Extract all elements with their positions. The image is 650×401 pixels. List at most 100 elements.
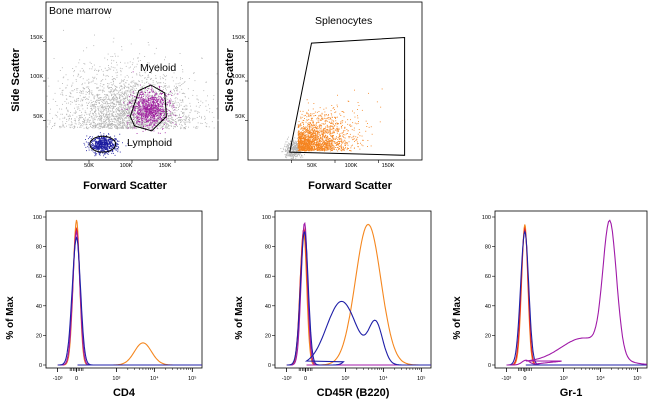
event-dot (115, 126, 117, 128)
event-dot (116, 101, 118, 102)
event-dot (104, 96, 106, 98)
event-dot (135, 97, 137, 98)
event-dot (124, 93, 126, 94)
event-dot (135, 118, 137, 120)
event-dot (164, 111, 165, 113)
event-dot (92, 125, 94, 127)
event-dot (114, 78, 115, 80)
event-dot (292, 145, 293, 146)
event-dot (109, 107, 111, 109)
event-dot (132, 98, 134, 100)
event-dot (107, 153, 109, 155)
event-dot (70, 124, 72, 126)
event-dot (108, 151, 110, 153)
event-dot (135, 66, 137, 68)
event-dot (151, 109, 153, 110)
event-dot (98, 106, 100, 108)
event-dot (155, 94, 157, 95)
event-dot (190, 105, 191, 107)
event-dot (327, 137, 329, 139)
event-dot (189, 121, 191, 123)
event-dot (129, 127, 131, 128)
event-dot (139, 84, 141, 86)
event-dot (161, 86, 163, 87)
event-dot (78, 108, 80, 110)
event-dot (118, 101, 120, 103)
event-dot (107, 111, 109, 113)
event-dot (142, 101, 143, 103)
event-dot (151, 105, 153, 107)
event-dot (87, 103, 89, 104)
event-dot (104, 98, 106, 100)
event-dot (138, 125, 140, 126)
event-dot (155, 100, 156, 101)
event-dot (119, 82, 121, 84)
event-dot (110, 122, 112, 124)
event-dot (131, 96, 133, 97)
event-dot (129, 117, 131, 119)
event-dot (90, 81, 92, 83)
event-dot (57, 80, 59, 82)
event-dot (107, 124, 109, 126)
event-dot (143, 85, 145, 87)
event-dot (156, 102, 158, 104)
event-dot (153, 97, 155, 99)
event-dot (140, 87, 142, 89)
event-dot (83, 121, 85, 123)
event-dot (154, 119, 156, 121)
event-dot (151, 89, 152, 91)
event-dot (140, 118, 142, 120)
event-dot (104, 94, 106, 95)
event-dot (141, 122, 143, 124)
event-dot (171, 117, 173, 119)
event-dot (126, 95, 128, 96)
event-dot (116, 96, 117, 98)
event-dot (296, 143, 297, 145)
event-dot (103, 144, 105, 146)
event-dot (166, 75, 167, 77)
event-dot (173, 115, 175, 116)
event-dot (142, 94, 144, 95)
event-dot (158, 67, 160, 69)
event-dot (160, 105, 161, 107)
event-dot (118, 104, 120, 106)
event-dot (107, 150, 109, 152)
event-dot (127, 91, 129, 93)
event-dot (88, 89, 90, 90)
event-dot (148, 127, 150, 129)
event-dot (174, 112, 176, 114)
event-dot (285, 155, 287, 157)
event-dot (194, 118, 196, 120)
event-dot (149, 66, 151, 68)
event-dot (124, 87, 125, 89)
event-dot (107, 86, 108, 88)
event-dot (174, 102, 175, 104)
event-dot (141, 115, 142, 117)
event-dot (106, 113, 108, 115)
event-dot (171, 70, 172, 72)
event-dot (101, 142, 103, 144)
event-dot (337, 123, 339, 124)
event-dot (147, 100, 149, 101)
event-dot (123, 83, 125, 85)
event-dot (126, 122, 128, 123)
event-dot (180, 85, 181, 87)
y-axis-label: Side Scatter (10, 47, 22, 111)
event-dot (124, 91, 126, 93)
event-dot (157, 119, 159, 121)
event-dot (106, 110, 108, 112)
event-dot (108, 122, 110, 123)
event-dot (166, 95, 168, 97)
event-dot (80, 91, 82, 93)
event-dot (59, 108, 60, 110)
event-dot (114, 145, 115, 147)
event-dot (48, 123, 50, 125)
event-dot (153, 90, 154, 92)
event-dot (115, 55, 116, 57)
event-dot (292, 147, 294, 148)
event-dot (145, 103, 147, 105)
event-dot (295, 151, 297, 152)
event-dot (159, 87, 160, 88)
event-dot (139, 118, 140, 120)
event-dot (290, 141, 292, 142)
